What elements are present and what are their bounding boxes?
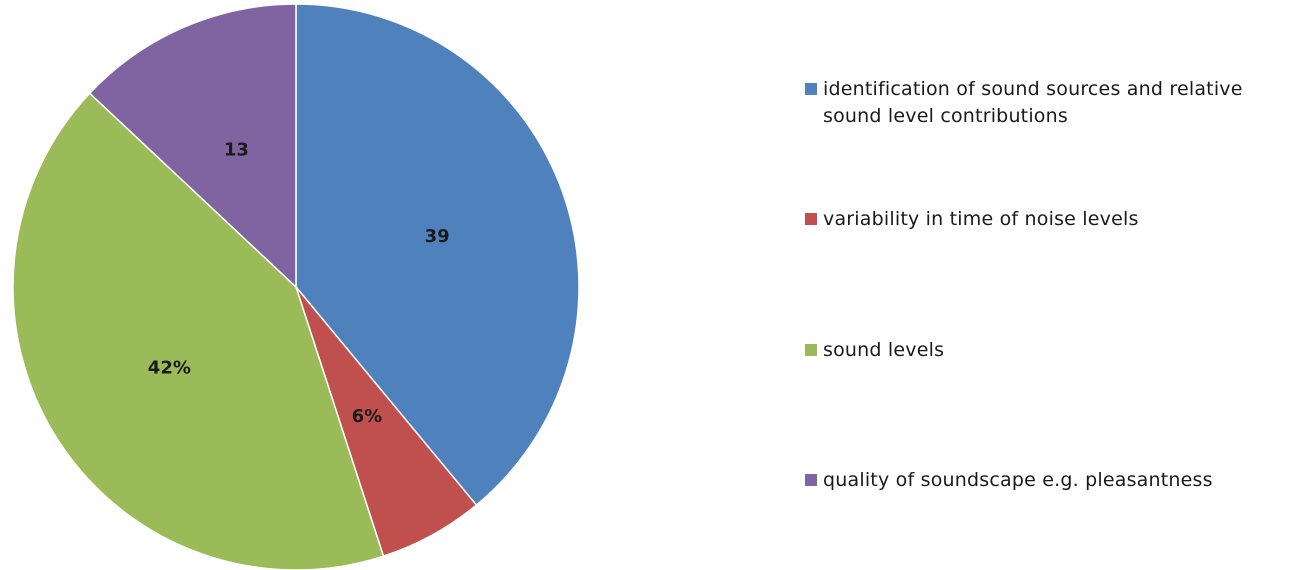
legend-label-variability: variability in time of noise levels [823,208,1139,230]
data-label-sound-levels: 42% [148,357,191,378]
data-label-variability: 6% [352,406,383,427]
pie-slice-sound-sources [295,3,580,507]
legend-item-sound-sources: identification of sound sources and rela… [805,76,1278,130]
legend-swatch-soundscape-quality [805,474,817,486]
pie-slice-sound-levels [12,92,385,570]
legend-item-soundscape-quality: quality of soundscape e.g. pleasantness [805,467,1278,494]
legend-swatch-variability [805,213,817,225]
legend-label-sound-levels: sound levels [823,339,945,361]
legend-swatch-sound-levels [805,344,817,356]
data-label-soundscape-quality: 13 [224,139,249,160]
legend-item-sound-levels: sound levels [805,337,1278,364]
legend-swatch-sound-sources [805,83,817,95]
legend-label-sound-sources: identification of sound sources and rela… [823,78,1243,127]
legend-item-variability: variability in time of noise levels [805,206,1278,233]
data-label-sound-sources: 39 [425,226,450,247]
pie-slice-soundscape-quality [88,3,297,289]
pie-chart: 39 6% 42% 13 [12,3,580,570]
legend-label-soundscape-quality: quality of soundscape e.g. pleasantness [823,469,1213,491]
